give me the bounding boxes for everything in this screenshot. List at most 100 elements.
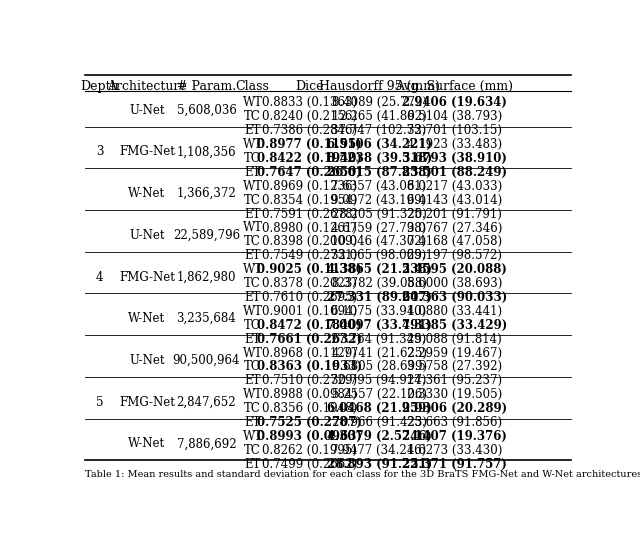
Text: 3.5758 (27.392): 3.5758 (27.392) (407, 360, 502, 374)
Text: 5.2557 (22.106): 5.2557 (22.106) (332, 388, 427, 401)
Text: WT: WT (243, 347, 262, 359)
Text: 27.764 (91.349): 27.764 (91.349) (332, 333, 427, 346)
Text: ET: ET (244, 291, 261, 304)
Text: 0.8398 (0.2009): 0.8398 (0.2009) (262, 235, 357, 248)
Text: 6.6805 (28.699): 6.6805 (28.699) (332, 360, 427, 374)
Text: 25.201 (91.791): 25.201 (91.791) (407, 207, 502, 220)
Text: FMG-Net: FMG-Net (119, 146, 175, 159)
Text: 4.3865 (21.538): 4.3865 (21.538) (326, 263, 431, 276)
Text: 0.7591 (0.2678): 0.7591 (0.2678) (262, 207, 357, 220)
Text: 6.0468 (21.959): 6.0468 (21.959) (326, 402, 431, 415)
Text: TC: TC (244, 277, 261, 290)
Text: 0.7510 (0.2729): 0.7510 (0.2729) (262, 374, 357, 387)
Text: 0.7661 (0.2632): 0.7661 (0.2632) (257, 333, 362, 346)
Text: FMG-Net: FMG-Net (119, 395, 175, 409)
Text: TC: TC (244, 444, 261, 457)
Text: TC: TC (244, 360, 261, 374)
Text: 0.8240 (0.2156): 0.8240 (0.2156) (262, 110, 357, 123)
Text: 4.7741 (21.625): 4.7741 (21.625) (332, 347, 427, 359)
Text: 37.747 (102.73): 37.747 (102.73) (332, 124, 427, 137)
Text: ET: ET (244, 166, 261, 179)
Text: 2.1407 (19.376): 2.1407 (19.376) (402, 430, 507, 443)
Text: Hausdorff 95 (mm): Hausdorff 95 (mm) (319, 80, 440, 94)
Text: 0.8356 (0.1948): 0.8356 (0.1948) (262, 402, 357, 415)
Text: 7.4168 (47.058): 7.4168 (47.058) (407, 235, 502, 248)
Text: WT: WT (243, 180, 262, 193)
Text: 23.501 (88.249): 23.501 (88.249) (402, 166, 507, 179)
Text: 0.7386 (0.2846): 0.7386 (0.2846) (262, 124, 357, 137)
Text: 0.9001 (0.1094): 0.9001 (0.1094) (262, 305, 357, 318)
Text: 28.205 (91.320): 28.205 (91.320) (332, 207, 426, 220)
Text: U-Net: U-Net (129, 229, 164, 242)
Text: 0.8422 (0.1940): 0.8422 (0.1940) (257, 152, 362, 165)
Text: 0.8472 (0.1840): 0.8472 (0.1840) (257, 319, 362, 331)
Text: 0.7549 (0.2731): 0.7549 (0.2731) (262, 249, 357, 262)
Text: 8.4089 (25.772): 8.4089 (25.772) (332, 96, 427, 109)
Text: 6.1075 (33.910): 6.1075 (33.910) (332, 305, 427, 318)
Text: WT: WT (243, 138, 262, 151)
Text: 6.5104 (38.793): 6.5104 (38.793) (407, 110, 502, 123)
Text: 5.6793 (38.910): 5.6793 (38.910) (402, 152, 507, 165)
Text: 0.7525 (0.2707): 0.7525 (0.2707) (257, 416, 362, 429)
Text: 8.5238 (39.318): 8.5238 (39.318) (326, 152, 431, 165)
Text: TC: TC (244, 402, 261, 415)
Text: 7.9477 (34.216): 7.9477 (34.216) (332, 444, 427, 457)
Text: WT: WT (243, 305, 262, 318)
Text: 22,589,796: 22,589,796 (173, 229, 240, 242)
Text: 24.363 (90.033): 24.363 (90.033) (402, 291, 507, 304)
Text: 3,235,684: 3,235,684 (177, 312, 236, 325)
Text: ET: ET (244, 124, 261, 137)
Text: 4.1923 (33.483): 4.1923 (33.483) (407, 138, 502, 151)
Text: 0.8833 (0.1363): 0.8833 (0.1363) (262, 96, 357, 109)
Text: 0.8977 (0.1195): 0.8977 (0.1195) (257, 138, 362, 151)
Text: 25.371 (91.757): 25.371 (91.757) (402, 458, 507, 471)
Text: TC: TC (244, 235, 261, 248)
Text: W-Net: W-Net (129, 438, 166, 450)
Text: WT: WT (243, 96, 262, 109)
Text: 90,500,964: 90,500,964 (173, 354, 240, 367)
Text: 2.3330 (19.505): 2.3330 (19.505) (407, 388, 502, 401)
Text: 0.8354 (0.1954): 0.8354 (0.1954) (262, 194, 357, 207)
Text: 0.7647 (0.2650): 0.7647 (0.2650) (257, 166, 362, 179)
Text: U-Net: U-Net (129, 354, 164, 367)
Text: 3: 3 (96, 146, 104, 159)
Text: FMG-Net: FMG-Net (119, 271, 175, 283)
Text: W-Net: W-Net (129, 312, 166, 325)
Text: 0.9025 (0.1138): 0.9025 (0.1138) (257, 263, 362, 276)
Text: TC: TC (244, 319, 261, 331)
Text: ET: ET (244, 249, 261, 262)
Text: 8.3782 (39.088): 8.3782 (39.088) (332, 277, 426, 290)
Text: 0.8993 (0.0963): 0.8993 (0.0963) (257, 430, 362, 443)
Text: 5: 5 (96, 395, 104, 409)
Text: 0.7610 (0.2695): 0.7610 (0.2695) (262, 291, 357, 304)
Text: ET: ET (244, 458, 261, 471)
Text: 10.046 (47.302): 10.046 (47.302) (332, 235, 427, 248)
Text: Dice: Dice (296, 80, 324, 94)
Text: 0.8980 (0.1261): 0.8980 (0.1261) (262, 222, 357, 235)
Text: 4.0880 (33.441): 4.0880 (33.441) (407, 305, 502, 318)
Text: U-Net: U-Net (129, 104, 164, 117)
Text: Table 1: Mean results and standard deviation for each class for the 3D BraTS FMG: Table 1: Mean results and standard devia… (85, 469, 640, 479)
Text: 0.8262 (0.1995): 0.8262 (0.1995) (262, 444, 357, 457)
Text: 4.6759 (27.798): 4.6759 (27.798) (332, 222, 427, 235)
Text: 2.9406 (19.634): 2.9406 (19.634) (402, 96, 507, 109)
Text: WT: WT (243, 263, 262, 276)
Text: 7,886,692: 7,886,692 (177, 438, 236, 450)
Text: 6.4143 (43.014): 6.4143 (43.014) (407, 194, 502, 207)
Text: Architecture: Architecture (107, 80, 187, 94)
Text: 4.6273 (33.430): 4.6273 (33.430) (407, 444, 502, 457)
Text: 6.5106 (34.221): 6.5106 (34.221) (326, 138, 431, 151)
Text: 5.6000 (38.693): 5.6000 (38.693) (407, 277, 502, 290)
Text: 2.9306 (20.289): 2.9306 (20.289) (402, 402, 507, 415)
Text: Depth: Depth (81, 80, 119, 94)
Text: 1,862,980: 1,862,980 (177, 271, 236, 283)
Text: 2,847,652: 2,847,652 (177, 395, 236, 409)
Text: 5,608,036: 5,608,036 (177, 104, 236, 117)
Text: 29.197 (98.572): 29.197 (98.572) (407, 249, 502, 262)
Text: 30.795 (94.914): 30.795 (94.914) (332, 374, 427, 387)
Text: 4.3079 (2.5746): 4.3079 (2.5746) (326, 430, 431, 443)
Text: ET: ET (244, 207, 261, 220)
Text: 4.3385 (33.429): 4.3385 (33.429) (402, 319, 507, 331)
Text: 28.893 (91.221): 28.893 (91.221) (326, 458, 431, 471)
Text: 7.6357 (43.081): 7.6357 (43.081) (332, 180, 427, 193)
